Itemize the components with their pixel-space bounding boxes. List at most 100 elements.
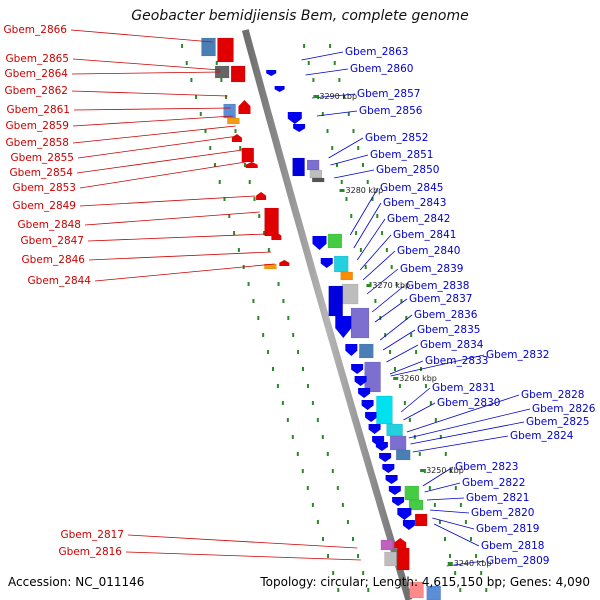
ring-dot (434, 418, 437, 422)
feature-block (350, 307, 370, 339)
gene-label: Gbem_2824 (510, 430, 574, 442)
leader-line (330, 154, 369, 166)
feature-block (395, 449, 411, 461)
feature-block (386, 423, 403, 437)
leader-line (76, 149, 243, 174)
gene-label: Gbem_2843 (383, 197, 446, 209)
leader-line (432, 517, 475, 530)
leader-line (94, 263, 275, 282)
feature-block (376, 395, 393, 425)
leader-line (316, 110, 358, 117)
ring-dot (247, 282, 250, 286)
leader-line (73, 107, 231, 111)
scale-tick-mark (447, 562, 453, 565)
ring-dot (331, 146, 334, 150)
reverse-gene-arrow (279, 260, 290, 266)
ring-dot (337, 588, 340, 592)
ring-dot (258, 214, 261, 218)
ring-dot (237, 248, 240, 252)
ring-dot (376, 214, 379, 218)
leader-line (311, 93, 356, 99)
leader-line (79, 161, 246, 189)
scale-tick-label: 3240 kbp (454, 559, 492, 568)
ring-dot (248, 180, 251, 184)
leader-line (403, 402, 436, 421)
gene-label: Gbem_2850 (376, 164, 439, 176)
gene-label: Gbem_2809 (486, 555, 549, 567)
ring-dot (311, 503, 314, 507)
leader-line (353, 202, 382, 249)
gene-label: Gbem_2828 (521, 389, 584, 401)
leader-line (71, 71, 221, 75)
forward-gene-arrow (351, 364, 364, 374)
gene-label: Gbem_2819 (476, 523, 539, 535)
gene-label: Gbem_2855 (11, 152, 74, 164)
gene-label: Gbem_2860 (350, 63, 413, 75)
gene-label: Gbem_2838 (406, 280, 469, 292)
gene-label: Gbem_2823 (455, 461, 518, 473)
feature-block (414, 513, 428, 527)
ring-dot (292, 333, 295, 337)
feature-block (341, 283, 359, 305)
ring-dot (398, 384, 401, 388)
ring-dot (385, 248, 388, 252)
feature-block (201, 37, 216, 57)
ring-dot (287, 316, 290, 320)
ring-dot (439, 435, 442, 439)
feature-block (227, 117, 240, 125)
leader-line (88, 251, 272, 261)
ring-dot (367, 588, 370, 592)
ring-dot (384, 333, 387, 337)
forward-gene-arrow (320, 258, 333, 268)
ring-dot (449, 469, 452, 473)
ring-dot (181, 44, 184, 48)
leader-line (72, 115, 233, 127)
ring-dot (329, 44, 332, 48)
ring-dot (364, 265, 367, 269)
gene-label: Gbem_2858 (6, 137, 69, 149)
gene-label: Gbem_2863 (345, 46, 408, 58)
gene-label: Gbem_2837 (409, 293, 472, 305)
ring-dot (335, 163, 338, 167)
ring-dot (252, 299, 255, 303)
forward-gene-arrow (266, 70, 277, 76)
ring-dot (316, 520, 319, 524)
gene-label: Gbem_2849 (13, 200, 76, 212)
leader-line (359, 234, 392, 271)
ring-dot (225, 95, 228, 99)
gene-label: Gbem_2832 (486, 349, 549, 361)
ring-dot (286, 418, 289, 422)
leader-line (374, 298, 408, 323)
forward-gene-arrow (402, 520, 415, 530)
ring-dot (400, 299, 403, 303)
gene-label: Gbem_2847 (21, 235, 84, 247)
gene-label: Gbem_2865 (6, 53, 69, 65)
leader-line (334, 169, 375, 179)
leader-line (410, 421, 525, 445)
genome-summary-text: Topology: circular; Length: 4,615,150 bp… (260, 575, 590, 589)
ring-dot (223, 197, 226, 201)
leader-line (446, 560, 485, 567)
forward-gene-arrow (392, 497, 405, 506)
gene-label: Gbem_2831 (432, 382, 495, 394)
ring-dot (381, 231, 384, 235)
forward-gene-arrow (358, 388, 371, 398)
gene-label: Gbem_2852 (365, 132, 428, 144)
ring-dot (413, 435, 416, 439)
reverse-gene-arrow (271, 232, 282, 240)
ring-dot (433, 503, 436, 507)
ring-dot (357, 554, 360, 558)
ring-dot (429, 401, 432, 405)
feature-block (333, 255, 349, 273)
ring-dot (345, 197, 348, 201)
ring-dot (209, 146, 212, 150)
ring-dot (352, 129, 355, 133)
gene-label: Gbem_2848 (18, 219, 81, 231)
forward-gene-arrow (354, 376, 367, 386)
ring-dot (418, 452, 421, 456)
gene-label: Gbem_2834 (420, 339, 484, 351)
forward-gene-arrow (312, 236, 327, 250)
scale-tick-mark (313, 95, 319, 98)
feature-block (328, 285, 343, 317)
ring-dot (331, 469, 334, 473)
